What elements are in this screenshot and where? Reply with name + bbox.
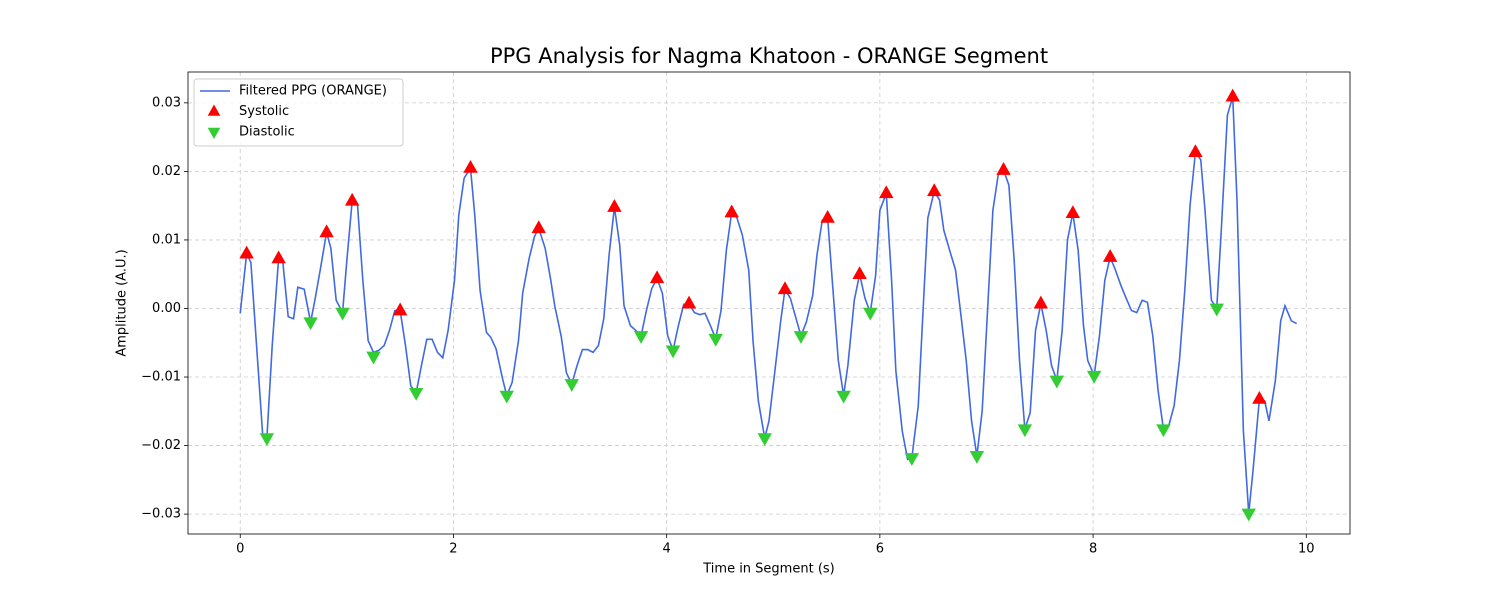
y-tick-label: 0.01 <box>152 232 181 247</box>
peak-marker <box>499 390 514 404</box>
peak-marker <box>1049 375 1065 389</box>
axes-frame <box>187 71 1351 535</box>
legend-label: Diastolic <box>239 125 295 140</box>
peak-marker <box>1209 303 1224 317</box>
peak-marker <box>271 250 286 264</box>
x-tick-label: 6 <box>876 542 884 557</box>
y-tick-label: −0.02 <box>141 438 181 453</box>
legend: Filtered PPG (ORANGE) Systolic Diastolic <box>193 78 404 147</box>
x-tick-label: 10 <box>1298 542 1315 557</box>
peak-marker <box>777 281 793 295</box>
x-tick-label: 0 <box>236 542 244 557</box>
peak-marker <box>633 331 649 344</box>
y-tick-label: 0.03 <box>152 95 181 110</box>
peak-marker <box>1086 370 1102 384</box>
y-tick-label: −0.03 <box>141 507 181 522</box>
peak-marker <box>319 224 334 238</box>
x-tick-label: 4 <box>663 542 671 557</box>
peak-marker <box>531 220 546 234</box>
legend-label: Systolic <box>239 104 289 119</box>
chart-title: PPG Analysis for Nagma Khatoon - ORANGE … <box>490 44 1048 68</box>
peak-marker <box>649 270 665 284</box>
peak-marker <box>904 453 920 466</box>
peak-marker <box>1188 144 1203 157</box>
peak-marker <box>708 333 723 347</box>
y-axis-label: Amplitude (A.U.) <box>115 249 130 356</box>
peak-marker <box>303 317 318 331</box>
legend-label: Filtered PPG (ORANGE) <box>239 84 387 99</box>
peak-marker <box>863 307 878 321</box>
peak-marker <box>969 451 985 464</box>
peak-marker <box>879 185 894 199</box>
peak-marker <box>1252 390 1267 404</box>
peak-marker <box>392 302 408 316</box>
peak-marker <box>408 387 424 401</box>
legend-marker <box>207 104 221 116</box>
peak-marker <box>1102 249 1118 262</box>
peak-marker <box>681 295 697 309</box>
peak-marker <box>335 307 350 321</box>
x-tick-label: 2 <box>449 542 457 557</box>
peak-marker <box>996 162 1011 175</box>
peak-marker <box>564 379 579 392</box>
y-tick-label: 0.00 <box>152 301 181 316</box>
peak-marker <box>239 245 254 259</box>
peak-marker <box>1033 295 1049 309</box>
peak-marker <box>607 199 622 212</box>
peak-marker <box>1241 508 1256 522</box>
peak-marker <box>259 433 275 447</box>
peak-marker <box>665 345 681 359</box>
y-tick-label: 0.02 <box>152 164 181 179</box>
peak-marker <box>366 351 381 365</box>
peak-marker <box>1156 424 1171 438</box>
peak-marker <box>852 266 867 280</box>
legend-box <box>193 78 404 147</box>
peak-marker <box>757 433 772 447</box>
peak-marker <box>1017 424 1033 438</box>
peak-marker <box>1225 88 1240 102</box>
peak-marker <box>820 210 835 223</box>
x-axis-label: Time in Segment (s) <box>702 562 834 577</box>
peak-marker <box>724 204 739 218</box>
peak-marker <box>793 331 809 344</box>
legend-marker <box>207 127 221 139</box>
peak-marker <box>344 192 360 206</box>
y-tick-label: −0.01 <box>141 370 181 385</box>
peak-marker <box>927 183 942 197</box>
peak-marker <box>836 390 851 404</box>
x-tick-label: 8 <box>1089 542 1097 557</box>
peak-marker <box>463 159 478 173</box>
peak-marker <box>1065 205 1081 219</box>
